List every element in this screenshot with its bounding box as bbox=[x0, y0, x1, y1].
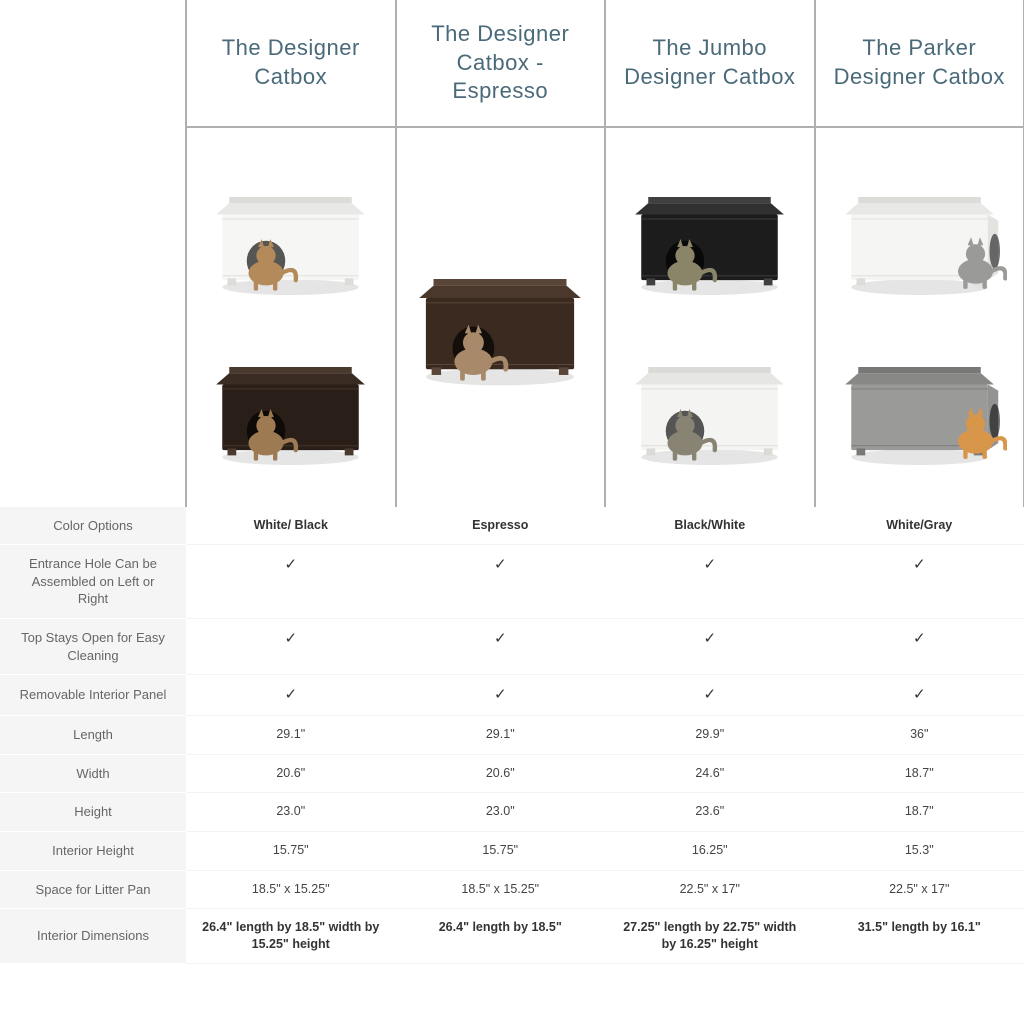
product-header-1: The Designer Catbox - Espresso bbox=[396, 0, 606, 127]
data-cell: 23.0" bbox=[186, 793, 396, 832]
table-row: Interior Dimensions26.4" length by 18.5"… bbox=[0, 909, 1024, 964]
table-row: Entrance Hole Can be Assembled on Left o… bbox=[0, 545, 1024, 619]
check-icon: ✓ bbox=[703, 556, 716, 573]
row-label: Top Stays Open for Easy Cleaning bbox=[0, 618, 186, 674]
data-cell: 18.5" x 15.25" bbox=[396, 870, 606, 909]
product-image-cell-2 bbox=[605, 127, 815, 507]
data-cell: ✓ bbox=[605, 618, 815, 674]
data-cell: 20.6" bbox=[186, 754, 396, 793]
product-name-2: The Jumbo Designer Catbox bbox=[618, 34, 802, 91]
product-image-cell-1 bbox=[396, 127, 606, 507]
data-cell: Espresso bbox=[396, 507, 606, 545]
table-row: Removable Interior Panel ✓ ✓ ✓ ✓ bbox=[0, 675, 1024, 716]
check-icon: ✓ bbox=[913, 556, 926, 573]
check-icon: ✓ bbox=[284, 686, 297, 703]
data-cell: 36" bbox=[815, 716, 1024, 755]
data-cell: ✓ bbox=[186, 545, 396, 619]
product-header-2: The Jumbo Designer Catbox bbox=[605, 0, 815, 127]
check-icon: ✓ bbox=[284, 556, 297, 573]
data-cell: 29.1" bbox=[186, 716, 396, 755]
image-row bbox=[0, 127, 1024, 507]
data-cell: 26.4" length by 18.5" width by 15.25" he… bbox=[186, 909, 396, 964]
table-row: Interior Height15.75"15.75"16.25"15.3" bbox=[0, 831, 1024, 870]
product-image-cell-3 bbox=[815, 127, 1024, 507]
data-cell: White/ Black bbox=[186, 507, 396, 545]
row-label: Removable Interior Panel bbox=[0, 675, 186, 716]
data-cell: 18.7" bbox=[815, 793, 1024, 832]
table-row: Width20.6"20.6"24.6"18.7" bbox=[0, 754, 1024, 793]
data-cell: ✓ bbox=[815, 545, 1024, 619]
row-label: Height bbox=[0, 793, 186, 832]
data-cell: ✓ bbox=[186, 675, 396, 716]
table-row: Top Stays Open for Easy Cleaning ✓ ✓ ✓ ✓ bbox=[0, 618, 1024, 674]
catbox-illustration bbox=[622, 157, 797, 307]
data-cell: 18.5" x 15.25" bbox=[186, 870, 396, 909]
product-name-0: The Designer Catbox bbox=[199, 34, 383, 91]
product-name-3: The Parker Designer Catbox bbox=[828, 34, 1012, 91]
row-label: Entrance Hole Can be Assembled on Left o… bbox=[0, 545, 186, 619]
table-row: Color OptionsWhite/ BlackEspressoBlack/W… bbox=[0, 507, 1024, 545]
check-icon: ✓ bbox=[913, 630, 926, 647]
comparison-table: The Designer Catbox The Designer Catbox … bbox=[0, 0, 1024, 964]
data-cell: ✓ bbox=[396, 618, 606, 674]
data-cell: ✓ bbox=[396, 545, 606, 619]
data-cell: 20.6" bbox=[396, 754, 606, 793]
image-row-label bbox=[0, 127, 186, 507]
check-icon: ✓ bbox=[494, 630, 507, 647]
data-cell: Black/White bbox=[605, 507, 815, 545]
row-label: Interior Height bbox=[0, 831, 186, 870]
data-cell: 22.5" x 17" bbox=[815, 870, 1024, 909]
check-icon: ✓ bbox=[703, 686, 716, 703]
data-cell: 29.1" bbox=[396, 716, 606, 755]
header-empty bbox=[0, 0, 186, 127]
table-row: Height23.0"23.0"23.6"18.7" bbox=[0, 793, 1024, 832]
data-cell: ✓ bbox=[396, 675, 606, 716]
check-icon: ✓ bbox=[703, 630, 716, 647]
data-cell: ✓ bbox=[815, 675, 1024, 716]
data-cell: 26.4" length by 18.5" bbox=[396, 909, 606, 964]
product-header-3: The Parker Designer Catbox bbox=[815, 0, 1024, 127]
data-cell: 15.3" bbox=[815, 831, 1024, 870]
data-cell: 18.7" bbox=[815, 754, 1024, 793]
header-row: The Designer Catbox The Designer Catbox … bbox=[0, 0, 1024, 127]
catbox-illustration bbox=[832, 157, 1007, 307]
check-icon: ✓ bbox=[913, 686, 926, 703]
table-row: Space for Litter Pan18.5" x 15.25"18.5" … bbox=[0, 870, 1024, 909]
product-name-1: The Designer Catbox - Espresso bbox=[409, 20, 593, 106]
catbox-illustration bbox=[203, 327, 378, 477]
data-cell: 24.6" bbox=[605, 754, 815, 793]
data-cell: 16.25" bbox=[605, 831, 815, 870]
data-cell: White/Gray bbox=[815, 507, 1024, 545]
data-cell: 15.75" bbox=[396, 831, 606, 870]
data-cell: 15.75" bbox=[186, 831, 396, 870]
data-cell: 27.25" length by 22.75" width by 16.25" … bbox=[605, 909, 815, 964]
data-cell: 29.9" bbox=[605, 716, 815, 755]
product-image-cell-0 bbox=[186, 127, 396, 507]
data-cell: ✓ bbox=[186, 618, 396, 674]
table-row: Length29.1"29.1"29.9"36" bbox=[0, 716, 1024, 755]
catbox-illustration bbox=[203, 157, 378, 307]
data-cell: 31.5" length by 16.1" bbox=[815, 909, 1024, 964]
data-cell: 23.6" bbox=[605, 793, 815, 832]
data-cell: 23.0" bbox=[396, 793, 606, 832]
check-icon: ✓ bbox=[494, 556, 507, 573]
check-icon: ✓ bbox=[284, 630, 297, 647]
data-cell: ✓ bbox=[605, 545, 815, 619]
row-label: Space for Litter Pan bbox=[0, 870, 186, 909]
data-cell: ✓ bbox=[605, 675, 815, 716]
row-label: Interior Dimensions bbox=[0, 909, 186, 964]
catbox-illustration bbox=[832, 327, 1007, 477]
data-cell: ✓ bbox=[815, 618, 1024, 674]
row-label: Color Options bbox=[0, 507, 186, 545]
check-icon: ✓ bbox=[494, 686, 507, 703]
row-label: Width bbox=[0, 754, 186, 793]
catbox-illustration bbox=[405, 217, 595, 417]
row-label: Length bbox=[0, 716, 186, 755]
catbox-illustration bbox=[622, 327, 797, 477]
product-header-0: The Designer Catbox bbox=[186, 0, 396, 127]
data-cell: 22.5" x 17" bbox=[605, 870, 815, 909]
